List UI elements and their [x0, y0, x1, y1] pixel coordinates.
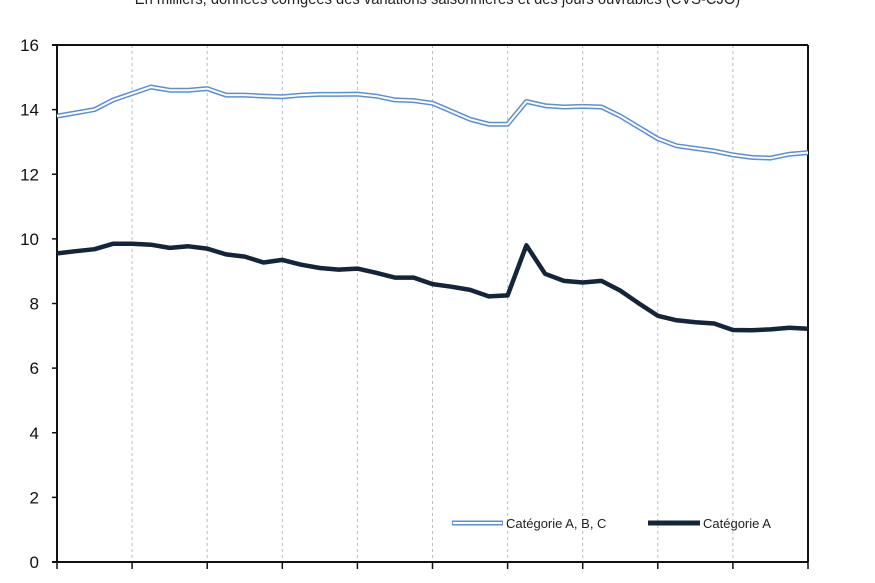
legend-label-abc: Catégorie A, B, C [506, 516, 606, 531]
y-tick-label: 12 [20, 165, 39, 184]
chart-subtitle: En milliers, données corrigées des varia… [35, 0, 840, 9]
series-line-abc-inner [56, 86, 809, 160]
y-tick-label: 16 [20, 36, 39, 55]
series-line-a [56, 241, 809, 333]
y-tick-label: 0 [30, 553, 39, 572]
y-tick-label: 14 [20, 101, 39, 120]
y-tick-label: 4 [30, 424, 39, 443]
y-tick-label: 2 [30, 488, 39, 507]
y-tick-label: 10 [20, 230, 39, 249]
y-tick-label: 8 [30, 295, 39, 314]
y-tick-label: 6 [30, 359, 39, 378]
legend-label-a: Catégorie A [703, 516, 771, 531]
